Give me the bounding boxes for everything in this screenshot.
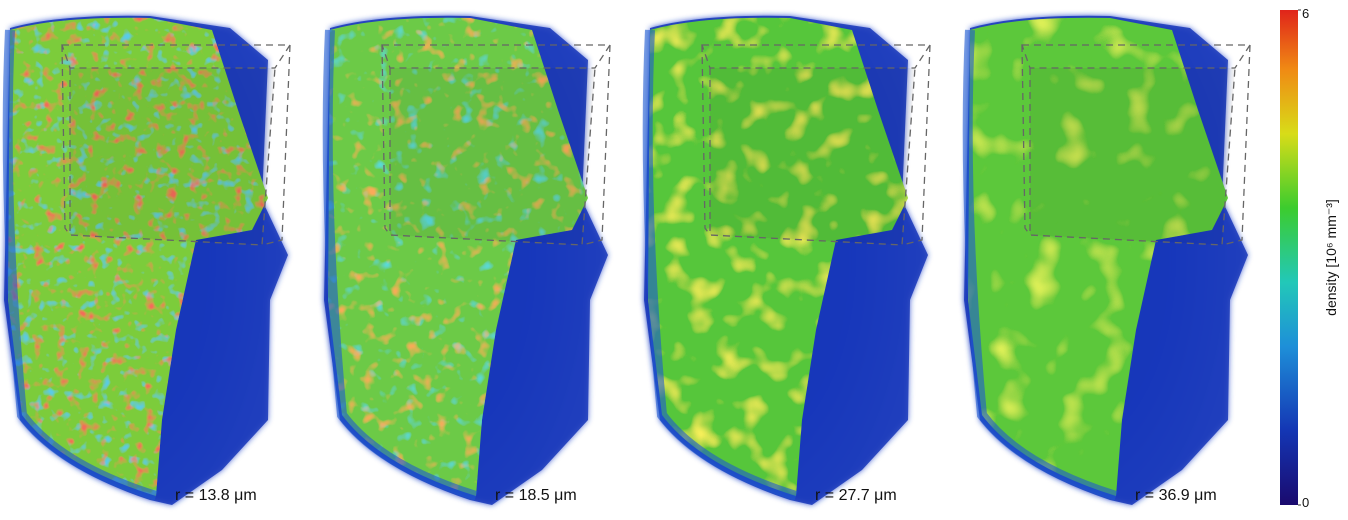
volume-panel: r = 18.5 μm	[324, 16, 610, 505]
volume-panel: r = 27.7 μm	[644, 16, 930, 505]
colorbar-label: density [10⁶ mm⁻³]	[1323, 199, 1339, 316]
colorbar-tick-label: 6	[1302, 6, 1309, 21]
inner-face-shade	[1030, 68, 1235, 245]
colorbar-tick-label: 0	[1302, 495, 1309, 510]
panel-label: r = 27.7 μm	[815, 487, 897, 504]
panel-label: r = 36.9 μm	[1135, 487, 1217, 504]
figure: r = 13.8 μm r = 18.5 μm r = 27.7 μm r = 36.…	[0, 0, 1348, 515]
inner-face-shade	[390, 68, 595, 245]
panel-label: r = 13.8 μm	[175, 487, 257, 504]
inner-face-shade	[710, 68, 915, 245]
volume-panel: r = 36.9 μm	[964, 16, 1250, 505]
volume-panel: r = 13.8 μm	[4, 16, 290, 505]
inner-face-shade	[70, 68, 275, 245]
panel-label: r = 18.5 μm	[495, 487, 577, 504]
colorbar	[1280, 10, 1298, 505]
